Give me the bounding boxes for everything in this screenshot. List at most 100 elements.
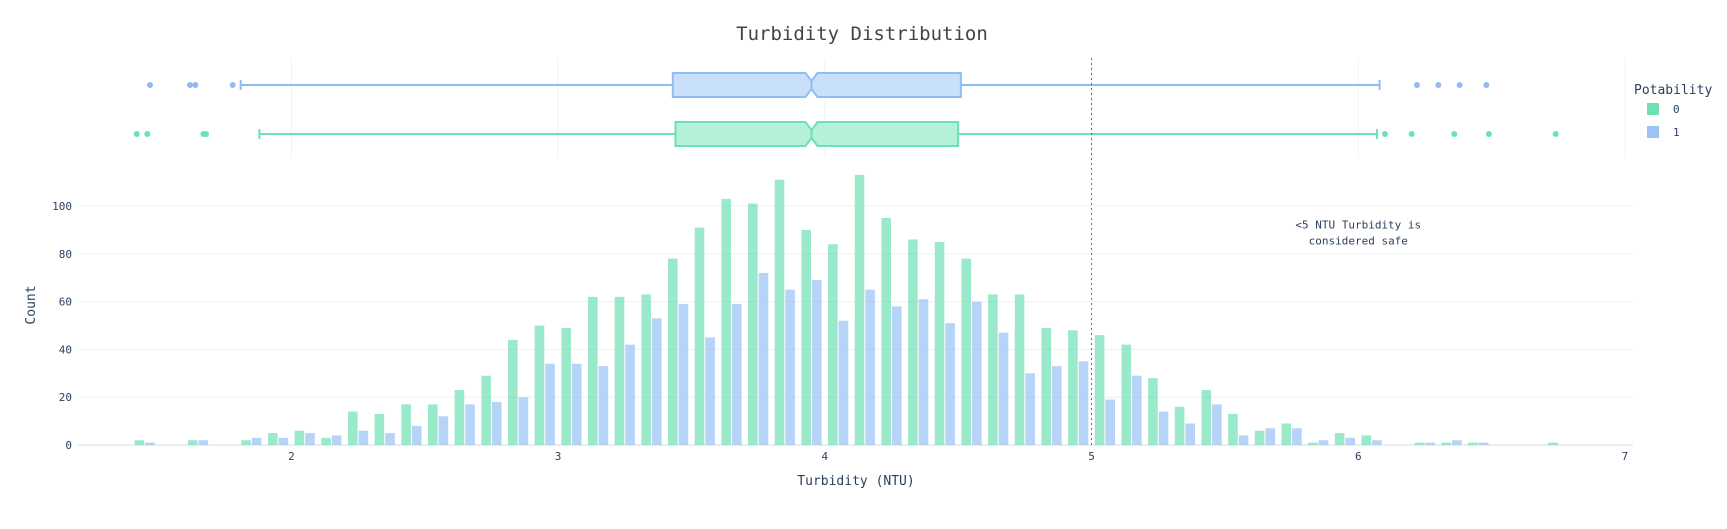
bar-series-1 <box>1478 442 1489 445</box>
bar-series-0 <box>1548 442 1558 445</box>
bar-series-0 <box>854 174 865 445</box>
bar-series-0 <box>1361 435 1372 445</box>
y-tick-label: 0 <box>65 439 72 452</box>
bar-series-1 <box>785 289 795 445</box>
bar-series-0 <box>321 437 331 445</box>
bar-series-0 <box>1468 442 1478 445</box>
bar-series-0 <box>1281 423 1292 445</box>
outlier-point <box>1381 131 1388 137</box>
bar-series-1 <box>411 425 422 445</box>
bar-series-1 <box>758 272 769 445</box>
bar-series-0 <box>588 296 598 445</box>
bar-series-0 <box>267 433 278 445</box>
legend-label: 1 <box>1673 126 1680 139</box>
bar-series-1 <box>518 397 529 445</box>
y-tick-label: 20 <box>59 391 72 404</box>
x-tick-label: 5 <box>1088 450 1095 463</box>
bar-series-1 <box>251 437 262 445</box>
bar-series-1 <box>811 280 822 445</box>
outlier-point <box>1451 131 1458 137</box>
bar-series-1 <box>1158 411 1169 445</box>
bar-series-1 <box>1132 375 1142 445</box>
bar-series-0 <box>507 339 518 445</box>
y-tick-label: 60 <box>59 296 72 309</box>
bar-series-1 <box>865 289 875 445</box>
outlier-point <box>192 82 199 88</box>
outlier-point <box>1485 131 1492 137</box>
y-axis-title: Count <box>24 285 39 324</box>
x-tick-label: 4 <box>822 450 829 463</box>
bar-series-1 <box>358 430 369 445</box>
x-tick-label: 3 <box>555 450 562 463</box>
boxplot-1 <box>147 72 1490 98</box>
bar-series-0 <box>1441 442 1452 445</box>
outlier-point <box>229 82 236 88</box>
box-body <box>671 72 962 98</box>
bar-series-0 <box>427 404 438 445</box>
bar-series-0 <box>1068 330 1078 445</box>
bar-series-1 <box>918 299 929 445</box>
y-tick-label: 80 <box>59 248 72 261</box>
bar-series-1 <box>438 416 449 445</box>
bar-series-0 <box>881 217 892 445</box>
outlier-point <box>1456 82 1463 88</box>
bar-series-0 <box>988 294 998 445</box>
bar-series-1 <box>892 306 902 445</box>
bar-series-1 <box>1025 373 1035 445</box>
x-tick-label: 7 <box>1622 450 1629 463</box>
annotation-text: <5 NTU Turbidity is <box>1295 219 1421 232</box>
bar-series-1 <box>598 366 609 445</box>
bar-series-0 <box>694 227 705 445</box>
bar-series-1 <box>1318 440 1329 445</box>
axis-ticks: 0 20 40 60 80 100 2 3 4 5 6 7 <box>52 200 1628 463</box>
legend-title: Potability <box>1634 83 1712 98</box>
bar-series-1 <box>1212 404 1222 445</box>
bar-series-0 <box>934 241 945 445</box>
bar-series-1 <box>1185 423 1196 445</box>
histogram-bars <box>134 174 1558 445</box>
outlier-point <box>203 131 210 137</box>
bar-series-0 <box>401 404 411 445</box>
bar-series-1 <box>945 323 955 445</box>
bar-series-0 <box>1148 378 1158 445</box>
bar-series-0 <box>1334 433 1345 445</box>
outlier-point <box>1483 82 1490 88</box>
outlier-point <box>147 82 154 88</box>
bar-series-1 <box>278 437 289 445</box>
bar-series-0 <box>748 203 758 445</box>
bar-series-1 <box>571 363 582 445</box>
boxplot-panel <box>133 72 1559 147</box>
outlier-point <box>1552 131 1559 137</box>
legend: 01 <box>1647 103 1680 139</box>
bar-series-1 <box>1052 366 1062 445</box>
x-tick-label: 6 <box>1355 450 1362 463</box>
bar-series-1 <box>465 404 475 445</box>
bar-series-0 <box>1201 390 1212 445</box>
bar-series-1 <box>198 440 209 445</box>
bar-series-0 <box>1254 430 1265 445</box>
bar-series-1 <box>491 401 502 445</box>
bar-series-0 <box>1121 344 1132 445</box>
bar-series-1 <box>1292 428 1302 445</box>
bar-series-1 <box>972 301 982 445</box>
bar-series-0 <box>454 390 465 445</box>
bar-series-0 <box>481 375 491 445</box>
bar-series-1 <box>651 318 662 445</box>
legend-item-1: 1 <box>1647 126 1680 139</box>
bar-series-0 <box>1094 335 1105 445</box>
y-tick-label: 100 <box>52 200 72 213</box>
x-axis-title: Turbidity (NTU) <box>797 474 914 489</box>
bar-series-0 <box>668 258 678 445</box>
bar-series-1 <box>1345 437 1356 445</box>
bar-series-0 <box>801 229 811 445</box>
outlier-point <box>133 131 140 137</box>
bar-series-1 <box>1105 399 1115 445</box>
bar-series-1 <box>705 337 715 445</box>
bar-series-0 <box>774 179 785 445</box>
bar-series-0 <box>721 198 731 445</box>
outlier-point <box>1435 82 1442 88</box>
chart-title: Turbidity Distribution <box>736 23 988 45</box>
bar-series-0 <box>908 239 918 445</box>
